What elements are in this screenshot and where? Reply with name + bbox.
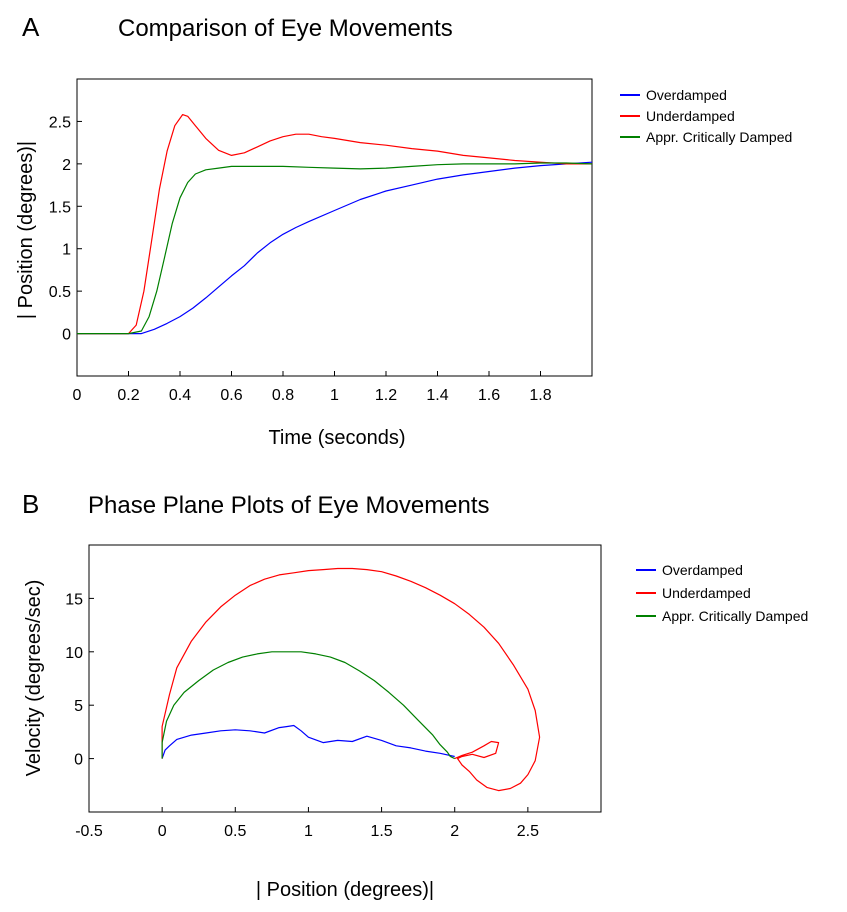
chart-a-series-underdamped [77, 113, 592, 335]
chart-b-x-tick-label: 2.5 [517, 823, 539, 840]
chart-a-x-tick-label: 0.6 [220, 387, 242, 404]
chart-a-title: Comparison of Eye Movements [118, 15, 453, 42]
chart-a-series-appr-critically-damped [77, 162, 593, 335]
chart-b-legend-label-overdamped: Overdamped [662, 562, 743, 578]
chart-b-x-tick-label: 1.5 [370, 823, 392, 840]
chart-a-y-ticks: 0 0.5 1 1.5 2 2.5 [49, 114, 82, 344]
panel-a: A Comparison of Eye Movements 0 0.2 0.4 0.6… [15, 12, 792, 449]
chart-b-series-underdamped [161, 567, 541, 792]
chart-a-x-tick-label: 1 [330, 387, 339, 404]
chart-b-x-tick-label: 0 [158, 823, 167, 840]
chart-a-y-tick-label: 1.5 [49, 199, 71, 216]
chart-b-x-tick-label: 0.5 [224, 823, 246, 840]
chart-a-x-tick-label: 1.6 [478, 387, 500, 404]
chart-a-y-axis-label: | Position (degrees)| [15, 141, 37, 319]
chart-b-title: Phase Plane Plots of Eye Movements [88, 492, 490, 519]
chart-b-legend: Overdamped Underdamped Appr. Critically Da… [636, 562, 808, 624]
chart-a-x-tick-label: 0.2 [117, 387, 139, 404]
chart-a-series-lines [77, 113, 593, 335]
chart-a-x-tick-label: 1.4 [426, 387, 448, 404]
chart-a-series-overdamped [77, 161, 593, 335]
chart-b-series-overdamped [161, 724, 455, 759]
chart-a-x-tick-label: 0 [73, 387, 82, 404]
chart-a-x-tick-label: 1.2 [375, 387, 397, 404]
chart-a-legend: Overdamped Underdamped Appr. Critically Da… [620, 87, 792, 145]
chart-a-x-tick-label: 1.8 [529, 387, 551, 404]
chart-a-y-tick-label: 2 [62, 157, 71, 174]
panel-a-label: A [22, 12, 40, 42]
chart-b-y-tick-label: 5 [74, 698, 83, 715]
chart-b-plot-area [88, 544, 602, 813]
chart-a-y-tick-label: 2.5 [49, 114, 71, 131]
chart-b-series-lines [161, 567, 541, 792]
panel-b: B Phase Plane Plots of Eye Movements -0.… [22, 489, 808, 901]
chart-b-y-axis-label: Velocity (degrees/sec) [23, 580, 45, 777]
chart-b-legend-label-appr-critically-damped: Appr. Critically Damped [662, 608, 808, 624]
chart-a-y-tick-label: 0 [62, 327, 71, 344]
chart-b-x-tick-label: -0.5 [75, 823, 103, 840]
chart-a-x-tick-label: 0.4 [169, 387, 191, 404]
chart-b-x-ticks: -0.5 0 0.5 1 1.5 2 2.5 [75, 807, 539, 840]
chart-b-x-tick-label: 2 [450, 823, 459, 840]
chart-b-x-axis-label: | Position (degrees)| [256, 879, 434, 901]
chart-b-series-appr-critically-damped [161, 651, 455, 760]
chart-a-plot-area [76, 78, 593, 377]
chart-b-x-tick-label: 1 [304, 823, 313, 840]
chart-b-legend-label-underdamped: Underdamped [662, 585, 751, 601]
chart-b-y-ticks: 0 5 10 15 [65, 591, 94, 769]
chart-b-y-tick-label: 15 [65, 591, 83, 608]
chart-a-x-tick-label: 0.8 [272, 387, 294, 404]
chart-a-x-axis-label: Time (seconds) [268, 427, 405, 449]
chart-b-y-tick-label: 10 [65, 645, 83, 662]
panel-b-label: B [22, 489, 39, 519]
chart-a-y-tick-label: 1 [62, 242, 71, 259]
chart-a-legend-label-appr-critically-damped: Appr. Critically Damped [646, 129, 792, 145]
chart-a-legend-label-overdamped: Overdamped [646, 87, 727, 103]
chart-a-legend-label-underdamped: Underdamped [646, 108, 735, 124]
chart-b-y-tick-label: 0 [74, 752, 83, 769]
chart-a-y-tick-label: 0.5 [49, 284, 71, 301]
chart-a-x-ticks: 0 0.2 0.4 0.6 0.8 1 1.2 1.4 1.6 1.8 [73, 371, 552, 404]
